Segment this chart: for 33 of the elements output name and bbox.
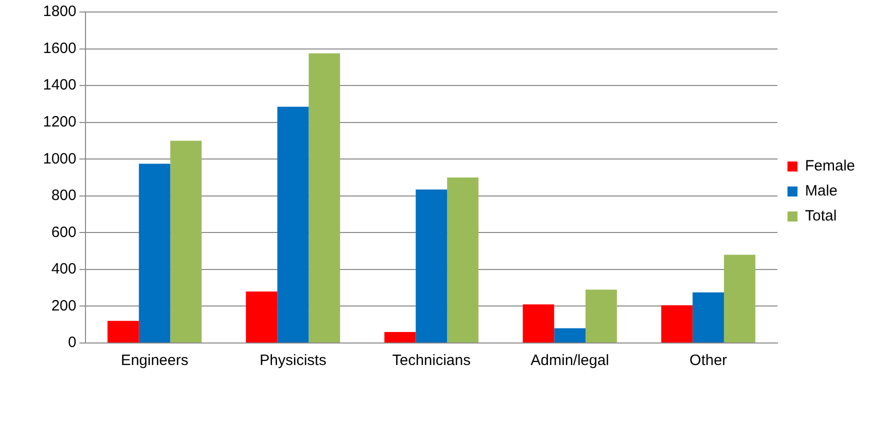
- y-tick-label: 1600: [42, 40, 76, 57]
- x-tick-label: Admin/legal: [530, 352, 610, 370]
- bar: [586, 290, 617, 342]
- bar: [416, 189, 448, 342]
- y-tick-label: 200: [51, 297, 76, 314]
- bar: [138, 164, 170, 342]
- bar: [108, 320, 139, 342]
- y-tick-label: 1800: [42, 3, 76, 20]
- bar: [661, 305, 693, 342]
- y-tick-label: 400: [51, 260, 76, 278]
- y-tick-label: 1000: [42, 150, 76, 168]
- bar: [170, 140, 202, 342]
- x-tick-label: Physicists: [260, 352, 326, 370]
- legend-label: Female: [804, 158, 856, 175]
- bar: [308, 53, 340, 342]
- x-tick-label: Engineers: [120, 352, 188, 370]
- y-tick-label: 800: [51, 187, 76, 204]
- bar: [692, 292, 724, 342]
- y-tick-label: 1200: [42, 113, 76, 130]
- bar: [384, 332, 416, 342]
- bar: [522, 304, 554, 342]
- bar: [246, 292, 278, 342]
- bar: [554, 328, 586, 342]
- y-tick-label: 1400: [42, 76, 76, 94]
- y-tick-label: 0: [68, 334, 76, 352]
- bar: [277, 106, 309, 342]
- bar: [724, 254, 756, 342]
- x-tick-label: Technicians: [392, 352, 471, 370]
- y-tick-label: 600: [51, 224, 76, 241]
- legend-label: Male: [804, 182, 838, 200]
- legend-label: Total: [804, 208, 837, 225]
- x-tick-label: Other: [690, 352, 728, 370]
- bar: [447, 178, 478, 342]
